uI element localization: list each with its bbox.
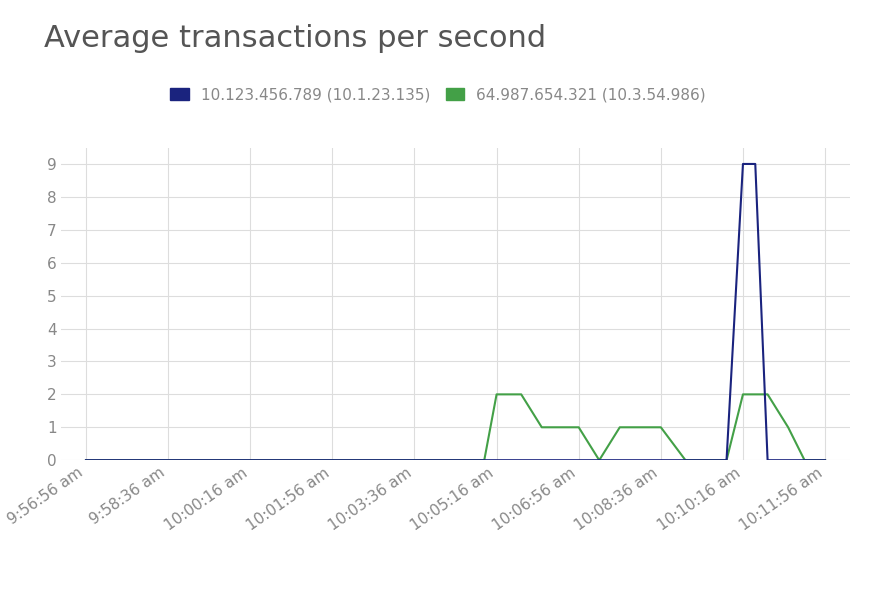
Text: Average transactions per second: Average transactions per second bbox=[44, 24, 546, 53]
Legend: 10.123.456.789 (10.1.23.135), 64.987.654.321 (10.3.54.986): 10.123.456.789 (10.1.23.135), 64.987.654… bbox=[170, 87, 706, 102]
